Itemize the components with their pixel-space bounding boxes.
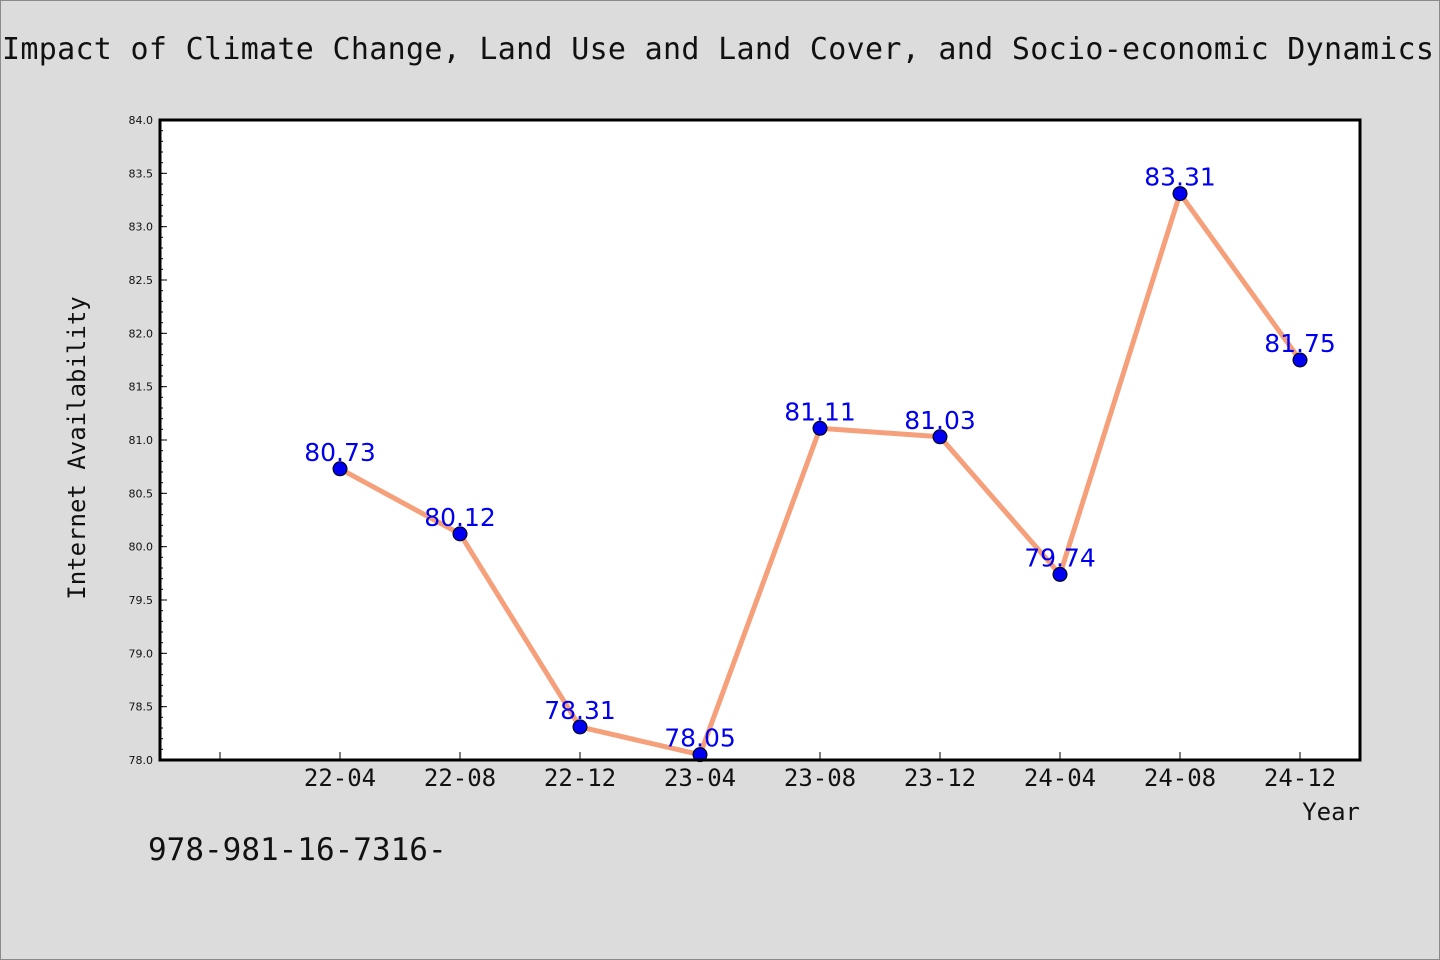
data-label: 81.75 xyxy=(1264,329,1336,358)
plot-border xyxy=(158,118,1362,762)
x-tick-label: 24-04 xyxy=(1024,764,1096,792)
data-label: 80.73 xyxy=(304,438,376,467)
y-tick-label: 81.0 xyxy=(129,434,154,447)
data-label: 79.74 xyxy=(1024,543,1096,572)
data-label: 83.31 xyxy=(1144,163,1216,192)
x-tick-label: 23-08 xyxy=(784,764,856,792)
data-label: 81.03 xyxy=(904,406,976,435)
data-label: 81.11 xyxy=(784,397,856,426)
y-tick-label: 78.5 xyxy=(129,701,154,714)
data-label: 78.05 xyxy=(664,724,736,753)
y-axis-label: Internet Availability xyxy=(63,296,91,599)
y-tick-label: 84.0 xyxy=(129,114,154,127)
data-point xyxy=(332,461,348,477)
page-title: Impact of Climate Change, Land Use and L… xyxy=(2,32,1438,67)
x-tick-label: 24-12 xyxy=(1264,764,1336,792)
y-tick-label: 81.5 xyxy=(129,381,154,394)
data-point xyxy=(812,420,828,436)
y-tick-label: 79.0 xyxy=(129,647,154,660)
y-tick-label: 78.0 xyxy=(129,754,154,767)
y-axis: 78.0 78.5 79.0 79.5 80.0 80.5 81.0 81.5 82.0 82.5… xyxy=(129,114,167,767)
data-point xyxy=(1172,186,1188,202)
y-tick-label: 79.5 xyxy=(129,594,154,607)
data-point xyxy=(692,747,708,763)
x-tick-label: 22-12 xyxy=(544,764,616,792)
data-label: 78.31 xyxy=(544,696,616,725)
y-tick-label: 80.5 xyxy=(129,487,154,500)
data-label: 80.12 xyxy=(424,503,496,532)
x-axis: 22-04 22-08 22-12 23-04 23-08 23-12 24-04 24-08… xyxy=(219,752,1336,792)
data-point xyxy=(1052,566,1068,582)
data-point xyxy=(1292,352,1308,368)
x-tick-label: 23-04 xyxy=(664,764,736,792)
marker-group xyxy=(332,186,1308,763)
plot-area xyxy=(160,120,1360,760)
footer-isbn-text: 978-981-16-7316- xyxy=(148,832,447,868)
y-tick-label: 82.0 xyxy=(129,327,154,340)
data-label-group: 80.73 80.12 78.31 78.05 81.11 81.03 79.74 83.31… xyxy=(304,163,1336,753)
x-axis-label: Year xyxy=(1302,798,1360,826)
y-tick-label: 80.0 xyxy=(129,541,154,554)
y-tick-label: 83.0 xyxy=(129,221,154,234)
y-tick-label: 82.5 xyxy=(129,274,154,287)
data-point xyxy=(932,429,948,445)
x-tick-label: 22-04 xyxy=(304,764,376,792)
x-tick-label: 23-12 xyxy=(904,764,976,792)
data-point xyxy=(452,526,468,542)
x-tick-label: 22-08 xyxy=(424,764,496,792)
data-point xyxy=(572,719,588,735)
x-tick-label: 24-08 xyxy=(1144,764,1216,792)
y-tick-label: 83.5 xyxy=(129,167,154,180)
